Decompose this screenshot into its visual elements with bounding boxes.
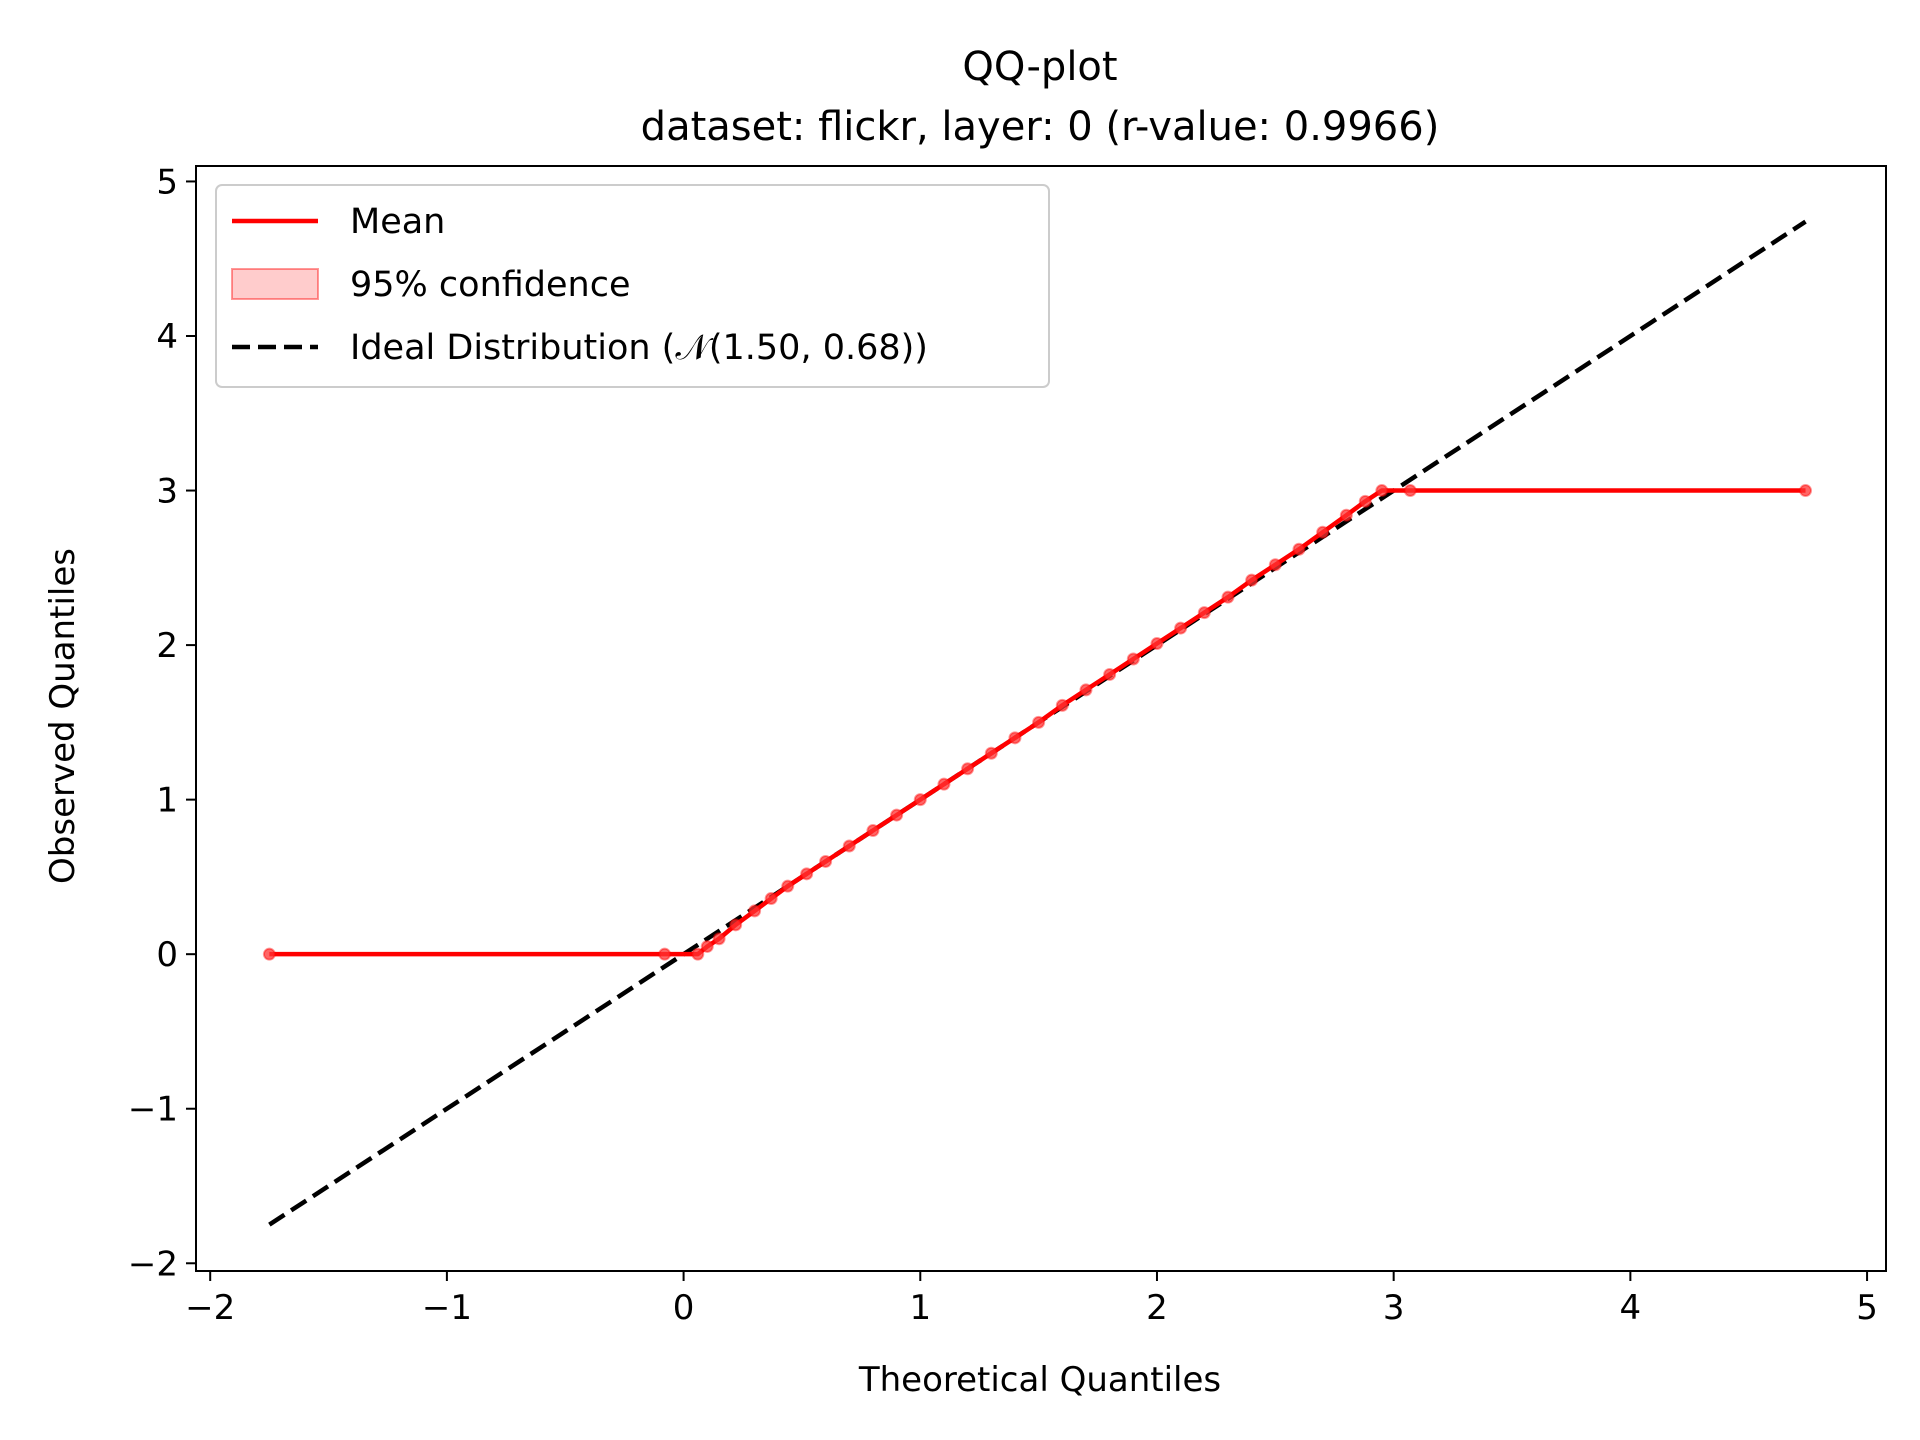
y-tick-label: 2: [156, 626, 178, 666]
mean-point: [1403, 484, 1417, 498]
mean-point: [1375, 484, 1389, 498]
x-axis-ticks: −2 −1 0 1 2 3 4 5: [185, 1271, 1878, 1328]
x-tick-label: 3: [1383, 1288, 1405, 1328]
y-tick-label: −2: [128, 1244, 178, 1284]
mean-point: [1316, 525, 1330, 539]
mean-point: [1358, 494, 1372, 508]
mean-point: [691, 947, 705, 961]
x-tick-label: 5: [1856, 1288, 1878, 1328]
y-tick-label: −1: [128, 1090, 178, 1130]
mean-point: [658, 947, 672, 961]
x-tick-label: −1: [422, 1288, 472, 1328]
mean-point: [984, 746, 998, 760]
mean-point: [700, 939, 714, 953]
y-tick-label: 5: [156, 162, 178, 202]
x-tick-label: 1: [909, 1288, 931, 1328]
mean-point: [1292, 542, 1306, 556]
mean-point: [1197, 606, 1211, 620]
y-tick-label: 1: [156, 781, 178, 821]
y-tick-label: 4: [156, 317, 178, 357]
mean-point: [1245, 573, 1259, 587]
y-axis-ticks: −2 −1 0 1 2 3 4 5: [128, 162, 196, 1284]
mean-point: [262, 947, 276, 961]
x-tick-label: 0: [673, 1288, 695, 1328]
legend-label: 95% confidence: [350, 265, 631, 305]
mean-point: [961, 762, 975, 776]
mean-point: [1150, 637, 1164, 651]
legend-label: Ideal Distribution (𝒩(1.50, 0.68)): [350, 328, 928, 368]
x-tick-label: −2: [185, 1288, 235, 1328]
chart-title: QQ-plot: [962, 44, 1117, 90]
mean-point: [1221, 590, 1235, 604]
mean-point: [1079, 683, 1093, 697]
mean-point: [1174, 621, 1188, 635]
plot-area: [195, 165, 1887, 1272]
y-tick-label: 3: [156, 472, 178, 512]
axes-frame: [195, 165, 1887, 1272]
legend-box: [215, 184, 1050, 388]
y-axis-label: Observed Quantiles: [43, 548, 83, 884]
mean-point: [842, 839, 856, 853]
mean-point: [937, 777, 951, 791]
mean-point: [729, 918, 743, 932]
x-tick-label: 2: [1146, 1288, 1168, 1328]
x-axis-label: Theoretical Quantiles: [858, 1360, 1221, 1400]
mean-point: [800, 867, 814, 881]
mean-point: [1268, 558, 1282, 572]
mean-point: [712, 932, 726, 946]
mean-point: [1008, 731, 1022, 745]
chart-subtitle: dataset: flickr, layer: 0 (r-value: 0.99…: [641, 104, 1440, 150]
legend-label: Mean: [350, 202, 445, 242]
mean-point: [1032, 715, 1046, 729]
legend: Mean 95% confidence Ideal Distribution (𝒩(…: [215, 184, 1050, 388]
mean-point: [1126, 652, 1140, 666]
x-tick-label: 4: [1620, 1288, 1642, 1328]
mean-point: [764, 892, 778, 906]
mean-point: [1339, 508, 1353, 522]
mean-point: [1103, 667, 1117, 681]
mean-point: [913, 793, 927, 807]
mean-point: [866, 824, 880, 838]
legend-confidence-swatch: [231, 268, 319, 300]
mean-point: [1799, 484, 1813, 498]
mean-point: [819, 854, 833, 868]
mean-point: [1055, 698, 1069, 712]
mean-point: [890, 808, 904, 822]
mean-point: [748, 904, 762, 918]
y-tick-label: 0: [156, 935, 178, 975]
mean-point: [781, 879, 795, 893]
